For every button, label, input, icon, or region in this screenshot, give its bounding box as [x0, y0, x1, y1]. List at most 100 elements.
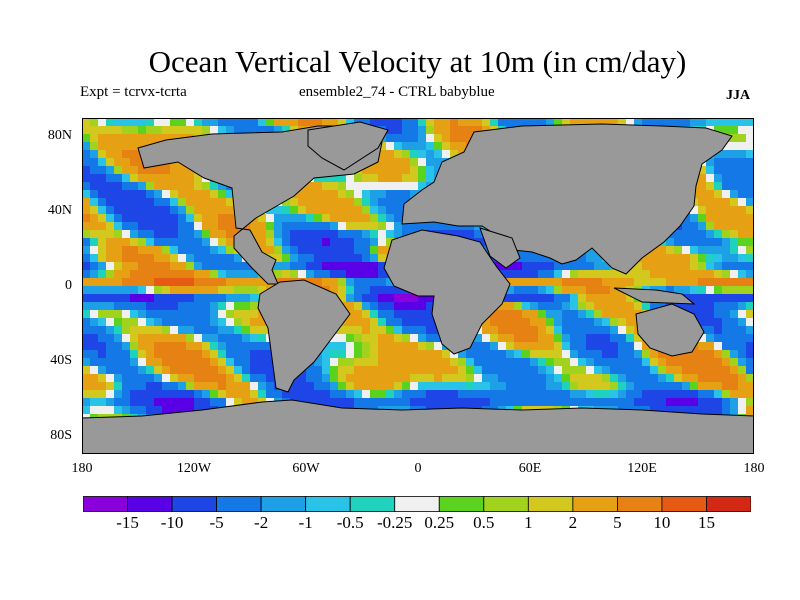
- field-cell: [714, 278, 723, 287]
- arabia: [479, 227, 521, 269]
- field-cell: [522, 294, 531, 303]
- field-cell: [698, 382, 707, 391]
- field-cell: [282, 230, 291, 239]
- field-cell: [138, 334, 147, 343]
- field-cell: [114, 382, 123, 391]
- field-cell: [706, 222, 715, 231]
- field-cell: [194, 222, 203, 231]
- field-cell: [370, 238, 379, 247]
- field-cell: [258, 374, 267, 383]
- colorbar-box: [127, 496, 173, 512]
- field-cell: [314, 382, 323, 391]
- field-cell: [538, 326, 547, 335]
- field-cell: [450, 358, 459, 367]
- field-cell: [690, 390, 699, 399]
- field-cell: [426, 118, 435, 127]
- field-cell: [674, 366, 683, 375]
- field-cell: [730, 374, 739, 383]
- field-cell: [714, 190, 723, 199]
- field-cell: [714, 366, 723, 375]
- field-cell: [194, 390, 203, 399]
- field-cell: [706, 230, 715, 239]
- field-cell: [458, 382, 467, 391]
- field-cell: [730, 118, 739, 127]
- field-cell: [210, 262, 219, 271]
- field-cell: [178, 214, 187, 223]
- field-cell: [418, 326, 427, 335]
- field-cell: [402, 390, 411, 399]
- field-cell: [338, 262, 347, 271]
- field-cell: [738, 142, 747, 151]
- field-cell: [162, 190, 171, 199]
- field-cell: [394, 158, 403, 167]
- field-cell: [154, 310, 163, 319]
- field-cell: [674, 262, 683, 271]
- field-cell: [346, 214, 355, 223]
- field-cell: [738, 182, 747, 191]
- field-cell: [594, 302, 603, 311]
- field-cell: [362, 374, 371, 383]
- field-cell: [114, 158, 123, 167]
- field-cell: [530, 310, 539, 319]
- field-cell: [186, 318, 195, 327]
- colorbar-box: [483, 496, 529, 512]
- field-cell: [90, 398, 99, 407]
- field-cell: [298, 222, 307, 231]
- field-cell: [682, 374, 691, 383]
- field-cell: [114, 230, 123, 239]
- field-cell: [698, 398, 707, 407]
- field-cell: [498, 390, 507, 399]
- field-cell: [138, 350, 147, 359]
- field-cell: [202, 342, 211, 351]
- field-cell: [138, 254, 147, 263]
- field-cell: [370, 350, 379, 359]
- field-cell: [378, 382, 387, 391]
- field-cell: [178, 286, 187, 295]
- field-cell: [570, 326, 579, 335]
- field-cell: [114, 118, 123, 127]
- field-cell: [618, 318, 627, 327]
- colorbar-label: 0.25: [424, 513, 455, 532]
- field-cell: [714, 406, 723, 415]
- field-cell: [698, 198, 707, 207]
- colorbar-box: [572, 496, 618, 512]
- lon-tick-60e: 60E: [518, 461, 542, 476]
- field-cell: [378, 286, 387, 295]
- field-cell: [378, 294, 387, 303]
- field-cell: [98, 374, 107, 383]
- field-cell: [306, 262, 315, 271]
- field-cell: [738, 334, 747, 343]
- field-cell: [626, 326, 635, 335]
- field-cell: [626, 334, 635, 343]
- field-cell: [194, 294, 203, 303]
- field-cell: [546, 390, 555, 399]
- field-cell: [362, 310, 371, 319]
- field-cell: [466, 358, 475, 367]
- field-cell: [130, 358, 139, 367]
- field-cell: [138, 182, 147, 191]
- field-cell: [386, 222, 395, 231]
- field-cell: [570, 390, 579, 399]
- field-cell: [578, 326, 587, 335]
- field-cell: [706, 390, 715, 399]
- field-cell: [210, 302, 219, 311]
- field-cell: [178, 262, 187, 271]
- field-cell: [690, 238, 699, 247]
- field-cell: [106, 310, 115, 319]
- field-cell: [442, 374, 451, 383]
- field-cell: [362, 350, 371, 359]
- field-cell: [106, 342, 115, 351]
- field-cell: [458, 398, 467, 407]
- field-cell: [258, 366, 267, 375]
- field-cell: [338, 382, 347, 391]
- field-cell: [386, 214, 395, 223]
- field-cell: [82, 142, 91, 151]
- field-cell: [242, 326, 251, 335]
- field-cell: [450, 222, 459, 231]
- field-cell: [186, 382, 195, 391]
- field-cell: [514, 262, 523, 271]
- field-cell: [658, 390, 667, 399]
- field-cell: [738, 310, 747, 319]
- field-cell: [666, 278, 675, 287]
- field-cell: [370, 206, 379, 215]
